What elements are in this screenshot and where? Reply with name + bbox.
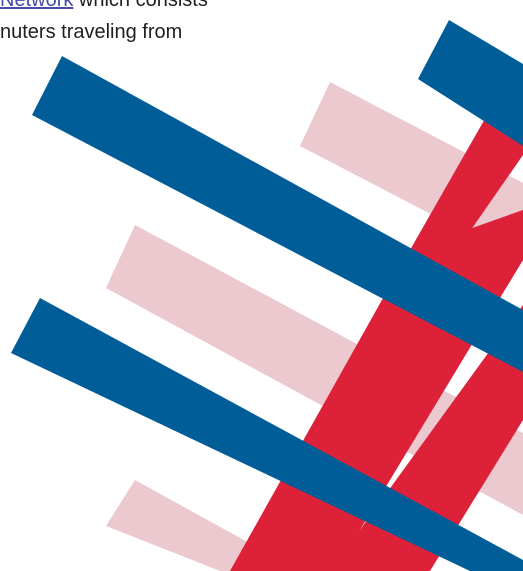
red-stripe-upper [410, 100, 523, 260]
blue-stripe-middle [32, 56, 523, 372]
text-line-1: Network which consists [0, 0, 208, 12]
network-link[interactable]: Network [0, 0, 74, 11]
blue-stripe-upper-right [418, 20, 523, 146]
pink-stripe-middle [106, 225, 523, 515]
line-1-rest: which consists [73, 0, 208, 11]
blue-stripe-bottom [11, 298, 523, 571]
text-line-2: nuters traveling from [0, 21, 183, 43]
